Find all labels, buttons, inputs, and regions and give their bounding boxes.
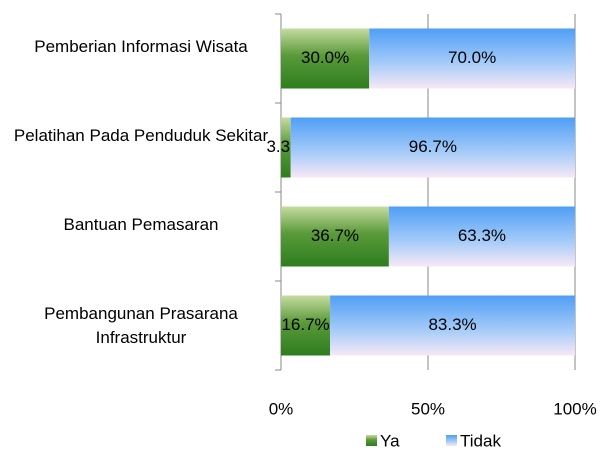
x-tick-label: 100%: [553, 399, 596, 418]
x-tick-label: 0%: [269, 399, 294, 418]
data-label: 16.7%: [281, 315, 329, 334]
legend-swatch: [446, 435, 457, 446]
y-tick-label: Bantuan Pemasaran: [63, 214, 219, 234]
bar: [281, 117, 291, 178]
bar: [330, 295, 575, 356]
data-label: 96.7%: [409, 137, 457, 156]
bar: [281, 206, 389, 267]
legend-swatch: [366, 435, 377, 446]
bar: [281, 28, 370, 89]
data-label: 83.3%: [428, 315, 476, 334]
legend-label: Tidak: [460, 431, 501, 450]
data-label: 70.0%: [448, 48, 496, 67]
x-tick-label: 50%: [411, 399, 445, 418]
bar: [369, 28, 575, 89]
bar: [290, 117, 575, 178]
y-tick-label: Pemberian Informasi Wisata: [34, 36, 248, 56]
y-tick-label: Pembangunan Prasarana Infrastruktur: [44, 303, 238, 347]
legend-label: Ya: [380, 431, 400, 450]
bar: [388, 206, 575, 267]
bar: [281, 295, 331, 356]
data-label: 36.7%: [311, 226, 359, 245]
data-label: 30.0%: [301, 48, 349, 67]
data-label: 63.3%: [458, 226, 506, 245]
y-tick-label: Pelatihan Pada Penduduk Sekitar: [13, 125, 269, 145]
